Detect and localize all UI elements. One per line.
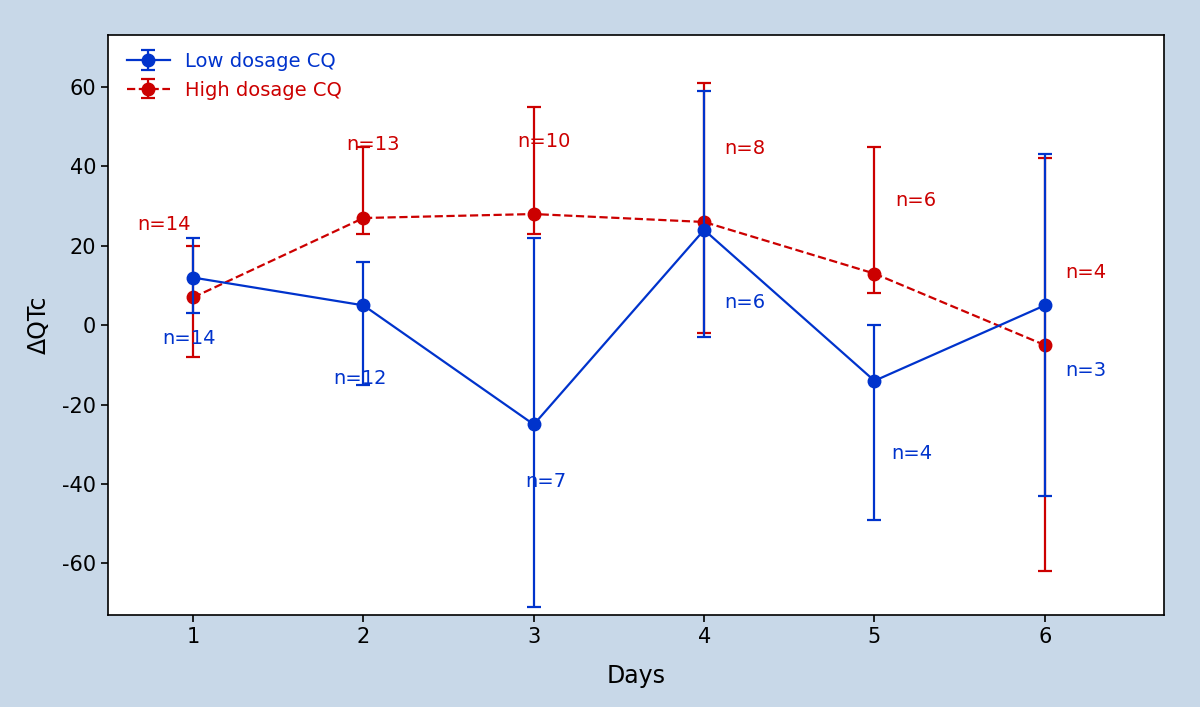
Text: n=13: n=13	[347, 136, 400, 154]
Text: n=4: n=4	[892, 444, 932, 463]
Text: n=10: n=10	[517, 132, 570, 151]
Text: n=7: n=7	[526, 472, 566, 491]
Text: n=14: n=14	[162, 329, 216, 348]
X-axis label: Days: Days	[606, 664, 666, 688]
Text: n=8: n=8	[725, 139, 766, 158]
Text: n=6: n=6	[895, 191, 936, 210]
Text: n=4: n=4	[1066, 262, 1106, 281]
Y-axis label: ΔQTc: ΔQTc	[26, 296, 50, 354]
Legend: Low dosage CQ, High dosage CQ: Low dosage CQ, High dosage CQ	[119, 44, 350, 107]
Text: n=12: n=12	[332, 369, 386, 388]
Text: n=14: n=14	[137, 215, 191, 234]
Text: n=6: n=6	[725, 293, 766, 312]
Text: n=3: n=3	[1066, 361, 1106, 380]
